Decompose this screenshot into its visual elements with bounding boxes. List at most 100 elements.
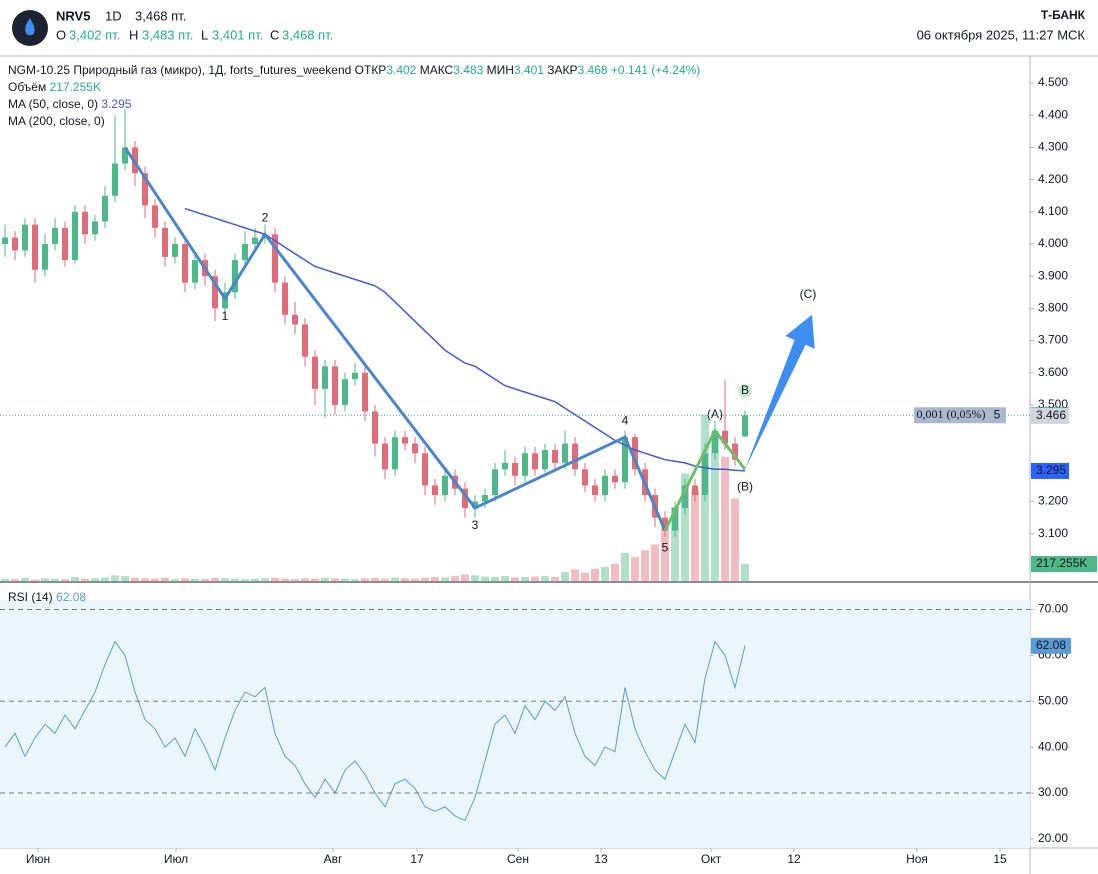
candle-body [592,485,598,496]
candle-body [2,237,8,244]
volume-bar [371,577,379,582]
y-tick-label: 4.200 [1038,172,1068,186]
corrective-wave [663,427,747,532]
candle-body [572,443,578,470]
y-tick-label: 3.700 [1038,333,1068,347]
wave-label: (B) [737,480,753,494]
x-tick-label: 13 [594,852,608,866]
x-tick-label: Ноя [906,852,928,866]
volume-bar [401,578,409,582]
forecast-arrow [745,314,815,470]
volume-bar [591,568,599,582]
symbol: NRV5 [56,8,90,23]
rsi-line [4,640,746,822]
l-value: 3,401 пт. [212,27,263,42]
wave-label: 5 [662,541,669,555]
candle-body [182,243,188,283]
x-tick-label: 15 [993,852,1007,866]
price-label-box [1031,407,1069,424]
candle-body [292,314,298,325]
candle-body [712,430,718,454]
price-label-box [1031,462,1069,479]
high-value: 3.483 [453,63,483,77]
y-tick-label: 3.100 [1038,526,1068,540]
volume-bar [61,579,69,582]
badge-label: B [741,383,749,397]
volume-bar [151,578,159,582]
volume-bar [651,544,659,582]
measure-box [914,407,988,424]
volume-bar [511,577,519,582]
volume-bar [381,578,389,582]
volume-bar [321,577,329,582]
y-tick-label: 3.600 [1038,365,1068,379]
volume-bar [471,575,479,582]
volume-bar [291,579,299,582]
volume-bar [611,563,619,582]
volume-bar [21,577,29,582]
volume-bar [341,578,349,582]
candle-body [402,437,408,444]
ma50-line [184,207,746,472]
volume-bar [31,579,39,582]
volume-legend: Объём 217.255K [8,80,101,94]
legend: NGM-10.25 Природный газ (микро), 1Д, for… [8,63,700,604]
candle-body [722,430,728,444]
candle-body [702,453,708,496]
rsi-value: 62.08 [56,590,86,604]
candle-body [302,324,308,357]
measure-count: 5 [994,407,1001,421]
candle-body [602,475,608,496]
volume-bar [41,578,49,582]
volume-bar [51,578,59,582]
volume-bar [691,490,699,582]
candle-body [382,443,388,470]
ma200-legend: MA (200, close, 0) [8,114,105,128]
price-label: 3.295 [1036,463,1066,477]
y-tick-label: 4.500 [1038,75,1068,89]
volume-bar [561,571,569,582]
candle-body [582,469,588,486]
o-value: 3,402 пт. [69,27,120,42]
volume-bar [211,577,219,582]
candle-body [252,237,258,244]
volume-bar [181,578,189,582]
candle-body [282,282,288,315]
volume-bar [431,576,439,582]
volume-bar [1,578,9,582]
volume-bar [631,556,639,582]
candle-body [372,411,378,444]
candle-body [92,221,98,235]
candle-body [512,462,518,476]
volume-bar [161,577,169,582]
c-value: 3,468 пт. [282,27,333,42]
y-tick-label: 3.900 [1038,268,1068,282]
volume-bar [191,578,199,582]
close-value: 3.468 [578,63,608,77]
candle-body [672,507,678,531]
y-tick-label: 3.200 [1038,494,1068,508]
candle-body [622,437,628,483]
h-value: 3,483 пт. [142,27,193,42]
volume-bar [121,576,129,582]
candle-body [562,443,568,463]
c-label: C [270,27,279,42]
y-tick-label: 4.400 [1038,107,1068,121]
volume-bar [201,579,209,582]
candle-body [172,243,178,257]
volume-bar [641,550,649,582]
x-tick-label: Сен [507,852,529,866]
candle-body [72,211,78,261]
volume-bar [271,577,279,582]
candle-body [102,195,108,222]
candle-body [112,163,118,196]
volume-bar [731,498,739,582]
open-label: ОТКР [355,63,387,77]
candle-body [192,260,198,283]
volume-bar [241,579,249,582]
volume-bar [531,576,539,582]
measure-count-box [988,407,1006,424]
volume-bar [501,576,509,582]
volume-bar [101,577,109,582]
